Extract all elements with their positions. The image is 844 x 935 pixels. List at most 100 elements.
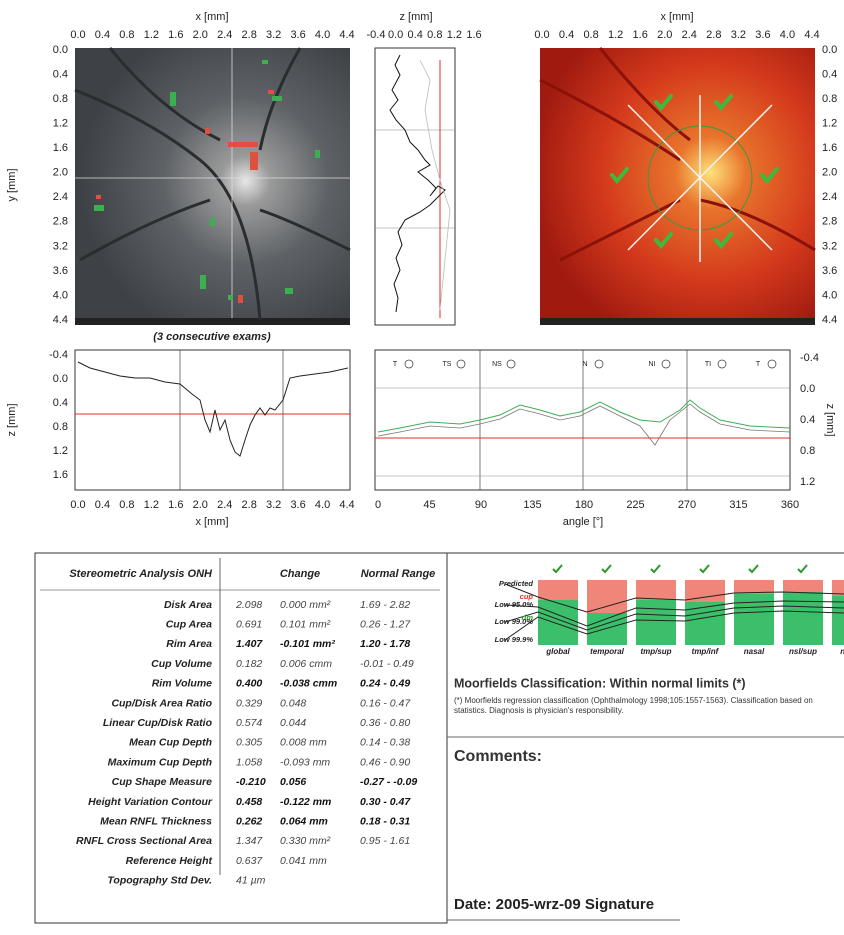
category-label: nsl/inf	[840, 647, 844, 656]
row-value: 0.36 - 0.80	[360, 717, 410, 729]
z-tick-label: 1.2	[53, 445, 68, 457]
y-tick-label: 0.0	[53, 44, 68, 56]
row-label: Cup Shape Measure	[112, 776, 213, 788]
row-value: 0.458	[236, 796, 262, 808]
y-tick-label: 4.0	[53, 289, 68, 301]
comments-label: Comments:	[454, 748, 542, 765]
row-label: Topography Std Dev.	[107, 875, 212, 887]
y-tick-label: 3.2	[53, 240, 68, 252]
y-tick-label: 0.4	[822, 68, 837, 80]
row-value: 0.330 mm²	[280, 835, 331, 847]
footnote: (*) Moorfields regression classification…	[454, 696, 813, 715]
row-value: 0.008 mm	[280, 737, 327, 749]
row-value: 0.18 - 0.31	[360, 815, 410, 827]
z-tick-label: 0.0	[800, 383, 815, 395]
row-value: 0.637	[236, 855, 263, 867]
y-tick-label: 0.0	[822, 44, 837, 56]
axis-title: x [mm]	[661, 11, 694, 23]
x-tick-label: 1.2	[144, 499, 159, 511]
row-value: 2.098	[235, 599, 262, 611]
row-label: Reference Height	[126, 855, 213, 867]
y-tick-label: 4.0	[822, 289, 837, 301]
legend-label: Low 99.0%	[495, 617, 534, 626]
x-tick-label: 3.2	[266, 499, 281, 511]
x-tick-label: 4.0	[780, 29, 795, 41]
row-value: 0.46 - 0.90	[360, 756, 410, 768]
row-value: 0.006 cmm	[280, 658, 332, 670]
row-value: 0.400	[236, 678, 262, 690]
y-tick-label: 2.8	[53, 216, 68, 228]
x-tick-label: 3.2	[266, 29, 281, 41]
row-value: -0.01 - 0.49	[360, 658, 414, 670]
row-value: 0.056	[280, 776, 306, 788]
category-label: nsl/sup	[789, 647, 817, 656]
y-tick-label: 1.2	[822, 118, 837, 130]
row-value: 1.058	[236, 756, 262, 768]
z-tick-label: 1.6	[53, 469, 68, 481]
row-value: 0.691	[236, 618, 262, 630]
z-tick-label: -0.4	[800, 352, 819, 364]
x-tick-label: 0.0	[70, 499, 85, 511]
row-value: 0.044	[280, 717, 306, 729]
y-tick-label: 3.2	[822, 240, 837, 252]
y-tick-label: 0.4	[53, 68, 68, 80]
table-header: Stereometric Analysis ONH	[69, 568, 213, 580]
y-tick-label: 2.0	[822, 167, 837, 179]
sector-icon	[506, 359, 516, 369]
row-value: -0.27 - -0.09	[360, 776, 417, 788]
row-value: 0.24 - 0.49	[360, 678, 410, 690]
y-tick-label: 2.8	[822, 216, 837, 228]
x-tick-label: 3.6	[290, 499, 305, 511]
x-tick-label: 0.8	[119, 499, 134, 511]
rnfl-angle-plot	[374, 349, 791, 491]
row-value: 0.182	[236, 658, 262, 670]
z-tick-label: 1.2	[447, 29, 462, 41]
x-tick-label: 0.8	[119, 29, 134, 41]
legend-label: Predicted	[499, 579, 534, 588]
angle-tick-label: 360	[781, 499, 799, 511]
x-tick-label: 0.4	[95, 499, 110, 511]
x-tick-label: 1.6	[168, 499, 183, 511]
category-label: nasal	[744, 647, 765, 656]
legend-label: Low 95.0%	[495, 600, 534, 609]
y-tick-label: 2.0	[53, 167, 68, 179]
x-tick-label: 3.2	[731, 29, 746, 41]
axis-title: x [mm]	[196, 516, 229, 528]
row-value: -0.038 cmm	[280, 678, 337, 690]
row-value: 0.064 mm	[280, 815, 328, 827]
row-label: Linear Cup/Disk Ratio	[103, 717, 213, 729]
x-tick-label: 3.6	[290, 29, 305, 41]
table-header: Change	[280, 568, 320, 580]
classification-bars	[504, 564, 844, 645]
row-label: Cup Area	[166, 618, 212, 630]
row-value: -0.122 mm	[280, 796, 331, 808]
y-tick-label: 0.8	[822, 93, 837, 105]
x-tick-label: 4.0	[315, 29, 330, 41]
sector-icon	[661, 359, 671, 369]
legend-label: rim	[521, 613, 533, 622]
sector-label: NI	[649, 361, 656, 368]
row-value: 0.000 mm²	[280, 599, 331, 611]
row-value: 0.041 mm	[280, 855, 327, 867]
angle-tick-label: 90	[475, 499, 487, 511]
row-label: RNFL Cross Sectional Area	[76, 835, 212, 847]
z-tick-label: 0.0	[53, 373, 68, 385]
z-tick-label: -0.4	[367, 29, 386, 41]
category-label: global	[545, 647, 570, 656]
y-tick-label: 4.4	[822, 314, 837, 326]
x-tick-label: 2.8	[242, 29, 257, 41]
sector-label: T	[756, 361, 761, 368]
y-tick-label: 1.6	[53, 142, 68, 154]
z-tick-label: 0.0	[388, 29, 403, 41]
z-tick-label: 1.2	[800, 476, 815, 488]
angle-tick-label: 135	[523, 499, 541, 511]
angle-tick-label: 0	[375, 499, 381, 511]
sector-icon	[594, 359, 604, 369]
sector-icon	[456, 359, 466, 369]
row-label: Height Variation Contour	[88, 796, 213, 808]
table-frame	[34, 552, 844, 924]
caption: (3 consecutive exams)	[153, 331, 271, 343]
y-tick-label: 2.4	[53, 191, 68, 203]
